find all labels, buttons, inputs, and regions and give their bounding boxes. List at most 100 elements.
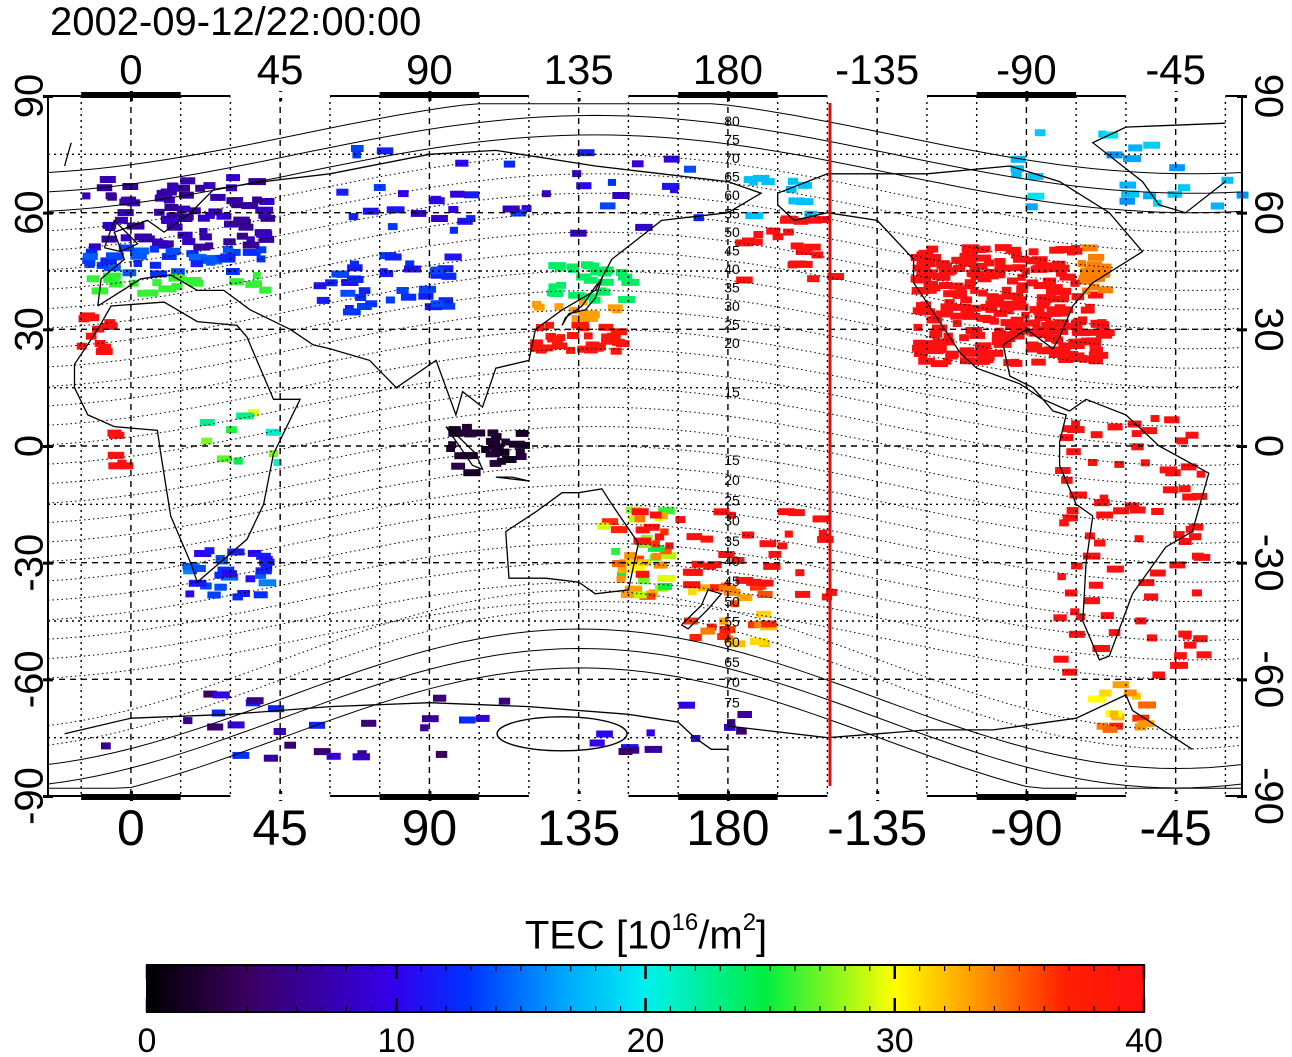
tec-cell [231, 201, 242, 209]
tec-cell [437, 265, 454, 273]
tec-cell [192, 565, 206, 572]
tec-cell [199, 233, 212, 241]
tec-cell [1028, 248, 1039, 256]
magnetic-contour [47, 484, 1243, 564]
top-axis-bar [379, 92, 480, 98]
magnetic-contour [47, 406, 1243, 486]
tec-cell [736, 727, 747, 735]
tec-cell [982, 316, 996, 324]
tec-cell [226, 197, 237, 205]
tec-cell [398, 190, 409, 198]
tec-cell [457, 217, 473, 225]
tec-cell [994, 258, 1006, 265]
tec-cell [1009, 328, 1024, 336]
tec-cell [245, 280, 259, 288]
tec-cell [1053, 614, 1067, 622]
tec-cell [246, 236, 255, 244]
tec-cell [700, 627, 715, 635]
tec-cell [99, 176, 116, 183]
magnetic-contour [47, 114, 1243, 194]
tec-cell [1026, 279, 1039, 287]
tec-cell [1091, 351, 1109, 359]
tec-cell [108, 280, 123, 288]
tec-cell [223, 238, 236, 246]
tec-cell [991, 332, 1001, 340]
tec-cell [727, 719, 736, 727]
tec-cell [619, 558, 637, 566]
tec-cell [1071, 319, 1083, 327]
magnetic-contour [47, 562, 1243, 641]
tec-cell [1167, 190, 1183, 198]
magnetic-contour [47, 103, 1243, 175]
tec-cell [926, 347, 944, 355]
tec-cell [617, 566, 627, 574]
tec-cell [464, 430, 477, 438]
tec-cell [1007, 277, 1019, 285]
bottom-tick-label: 0 [117, 800, 145, 856]
tec-cell [1059, 294, 1070, 302]
tec-cell [203, 182, 216, 190]
contour-label: 80 [724, 113, 740, 129]
contour-label: 45 [724, 243, 740, 259]
colorbar-label-main: TEC [10 [524, 913, 672, 958]
tec-cell [418, 285, 437, 293]
tec-cell [1016, 282, 1029, 290]
tec-cell [790, 242, 804, 250]
tec-cell [190, 260, 204, 268]
tec-cell [978, 289, 988, 297]
bottom-axis-bar [678, 794, 778, 800]
tec-cell [1165, 469, 1181, 477]
tec-cell [1044, 327, 1062, 335]
contour-label: 25 [724, 492, 740, 508]
tec-cell [396, 287, 409, 294]
tec-cell [1067, 426, 1085, 434]
tec-cell [430, 300, 445, 308]
tec-cell [621, 278, 640, 286]
tec-cell [589, 739, 605, 747]
tec-cell [1128, 144, 1143, 152]
tec-cell [795, 248, 813, 255]
left-tick-label: -90 [8, 767, 52, 825]
tec-cell [1054, 288, 1069, 295]
contour-label: 40 [724, 261, 740, 277]
tec-cell [1059, 519, 1069, 527]
tec-cell [252, 272, 261, 279]
top-axis-bar [81, 92, 181, 98]
top-axis-bar [230, 92, 330, 98]
tec-cell [735, 576, 754, 584]
tec-cell [144, 289, 159, 297]
coastline [97, 149, 763, 418]
tec-cell [164, 204, 179, 211]
tec-cell [386, 206, 405, 214]
magnetic-contour [47, 464, 1243, 544]
magnetic-contour [47, 309, 1243, 389]
tec-cell [571, 321, 589, 329]
tec-cell [1057, 573, 1066, 581]
tec-cell [485, 450, 501, 458]
tec-cell [488, 442, 500, 450]
tec-cell [431, 215, 448, 222]
tec-cell [634, 515, 646, 523]
magnetic-contour [47, 647, 1243, 789]
tec-cell [704, 562, 717, 570]
tec-cell [533, 303, 545, 311]
tec-cell [646, 729, 655, 737]
tec-cell [336, 188, 349, 196]
tec-cell [536, 323, 545, 331]
tec-cell [577, 149, 595, 157]
tec-cell [200, 256, 218, 264]
magnetic-contour [47, 173, 1243, 253]
tec-cell [1010, 251, 1022, 259]
contour-label: 25 [724, 317, 740, 333]
top-tick-label: -90 [996, 46, 1057, 93]
tec-cell [999, 333, 1015, 341]
tec-cell [1033, 282, 1049, 289]
tec-cell [1169, 561, 1186, 569]
tec-cell [126, 222, 145, 230]
contour-label: 60 [724, 187, 740, 203]
tec-cell [687, 588, 697, 596]
tec-cell [804, 210, 818, 218]
tec-cell [777, 542, 788, 550]
tec-cell [82, 192, 91, 200]
tec-cell [256, 230, 273, 238]
